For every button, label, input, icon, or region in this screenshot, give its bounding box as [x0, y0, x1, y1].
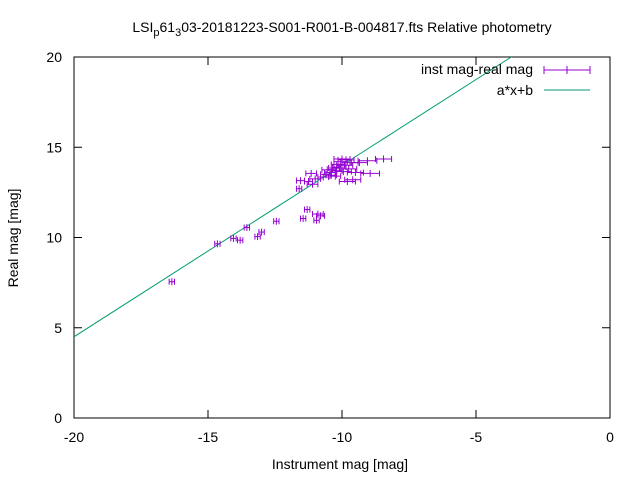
data-point — [214, 240, 221, 248]
data-point — [316, 212, 326, 220]
data-point — [254, 233, 261, 241]
data-point — [258, 228, 265, 236]
data-point — [303, 206, 311, 214]
title-prefix: LSI — [132, 19, 153, 35]
title-mid: 61 — [159, 19, 175, 35]
legend-sample-points — [543, 66, 591, 74]
x-tick-label: -15 — [198, 429, 218, 445]
x-axis-label: Instrument mag [mag] — [272, 456, 408, 472]
data-point — [375, 155, 393, 163]
legend-label-points: inst mag-real mag — [421, 61, 533, 77]
y-tick-label: 15 — [46, 139, 62, 155]
y-tick-label: 0 — [54, 410, 62, 426]
title-suffix: 03-20181223-S001-R001-B-004817.fts Relat… — [181, 19, 551, 35]
legend-label-line: a*x+b — [497, 82, 533, 98]
data-point — [299, 215, 307, 223]
data-point — [236, 236, 244, 244]
title-sub2: 3 — [175, 27, 181, 39]
data-point — [344, 176, 362, 184]
data-point — [306, 180, 319, 188]
data-point — [305, 169, 318, 177]
data-point — [357, 157, 378, 165]
data-point — [273, 217, 280, 225]
chart-title: LSIp61303-20181223-S001-R001-B-004817.ft… — [132, 19, 551, 39]
data-point — [340, 165, 358, 173]
title-sub1: p — [153, 27, 159, 39]
x-tick-label: -5 — [470, 429, 483, 445]
y-tick-label: 20 — [46, 49, 62, 65]
data-point — [295, 185, 303, 193]
data-point — [168, 278, 175, 286]
x-tick-label: -10 — [332, 429, 352, 445]
legend: inst mag-real mag a*x+b — [421, 61, 591, 98]
data-point — [295, 177, 305, 185]
plot-area: -20 -15 -10 -5 0 0 5 10 15 20 — [46, 49, 614, 445]
y-tick-label: 5 — [54, 320, 62, 336]
x-tick-label: -20 — [64, 429, 84, 445]
data-point — [360, 169, 381, 177]
data-point — [230, 234, 237, 242]
y-tick-label: 10 — [46, 230, 62, 246]
data-point — [243, 224, 251, 232]
x-tick-label: 0 — [606, 429, 614, 445]
y-axis-label: Real mag [mag] — [5, 189, 21, 288]
plot-frame — [73, 56, 611, 419]
data-point — [312, 210, 324, 218]
